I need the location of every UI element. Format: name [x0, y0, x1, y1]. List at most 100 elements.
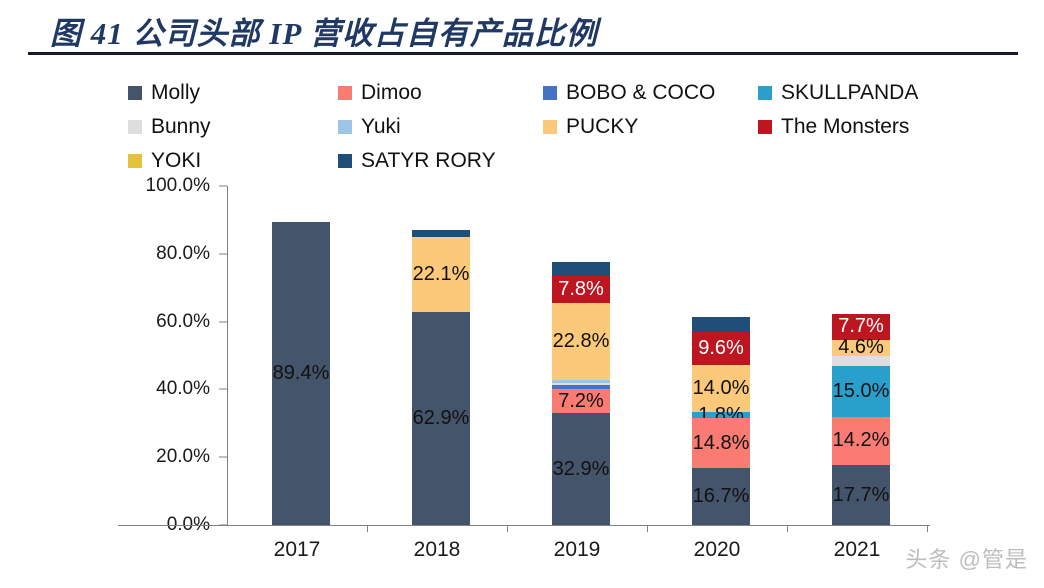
bar-segment-value-label: 7.8%	[558, 277, 604, 300]
legend-item[interactable]: YOKI	[128, 149, 338, 173]
bar-segment-value-label: 89.4%	[272, 361, 330, 384]
bar-segment[interactable]	[832, 355, 890, 367]
chart-legend: Molly Dimoo BOBO & COCO SKULLPANDA Bunny Yuki…	[128, 76, 958, 178]
bar-series-container: 89.4% 22.1% 62.9% 7.8% 22.8% 7.2% 32.9% 9.6% 14.…	[227, 186, 930, 525]
bar-segment[interactable]: 14.2%	[832, 416, 890, 465]
bar-segment-value-label: 7.2%	[558, 389, 604, 412]
bar-segment[interactable]: 17.7%	[832, 465, 890, 525]
y-axis: 0.0% 20.0% 40.0% 60.0% 80.0% 100.0%	[112, 175, 218, 535]
y-tick-label: 40.0%	[156, 378, 210, 400]
bar-segment[interactable]: 22.1%	[412, 236, 470, 312]
bar-column: 9.6% 14.0% 1.8% 14.8% 16.7%	[647, 186, 787, 525]
x-tick-mark	[507, 525, 508, 532]
y-tick-mark	[219, 185, 227, 187]
legend-item[interactable]: The Monsters	[758, 115, 958, 139]
bar-segment[interactable]: 32.9%	[552, 413, 610, 525]
bar-segment[interactable]	[412, 230, 470, 237]
bar-segment[interactable]: 9.6%	[692, 332, 750, 365]
bar-segment[interactable]: 14.0%	[692, 364, 750, 413]
x-axis-category-label: 2021	[833, 538, 881, 561]
legend-swatch-icon	[338, 120, 352, 134]
bar-segment-value-label: 62.9%	[412, 406, 470, 429]
x-tick-mark	[367, 525, 368, 532]
legend-item[interactable]: BOBO & COCO	[543, 81, 758, 105]
legend-item-label: BOBO & COCO	[566, 81, 716, 104]
bar-segment[interactable]: 22.8%	[552, 302, 610, 380]
bar-segment[interactable]: 7.2%	[552, 389, 610, 414]
legend-swatch-icon	[543, 120, 557, 134]
legend-item-label: SKULLPANDA	[781, 81, 919, 104]
legend-item-label: PUCKY	[566, 115, 639, 138]
x-axis-category-label: 2020	[693, 538, 741, 561]
bar-segment-value-label: 14.0%	[692, 376, 750, 399]
y-axis-line	[227, 186, 228, 525]
legend-item[interactable]: PUCKY	[543, 115, 758, 139]
bar-segment-value-label: 17.7%	[832, 483, 890, 506]
stacked-bar[interactable]: 22.1% 62.9%	[412, 230, 470, 525]
bar-column: 22.1% 62.9%	[367, 186, 507, 525]
x-axis-category-label: 2017	[273, 538, 321, 561]
stacked-bar[interactable]: 89.4%	[272, 221, 330, 525]
x-tick-mark	[787, 525, 788, 532]
x-axis-category-label: 2019	[553, 538, 601, 561]
bar-segment[interactable]: 7.7%	[832, 313, 890, 340]
legend-item[interactable]: SATYR RORY	[338, 149, 543, 173]
bar-segment[interactable]	[552, 383, 610, 386]
bar-segment[interactable]	[552, 261, 610, 277]
y-tick-mark	[219, 253, 227, 255]
bar-segment-value-label: 16.7%	[692, 485, 750, 508]
plot-area: 0.0% 20.0% 40.0% 60.0% 80.0% 100.0% 89.4% 22.1…	[0, 175, 1044, 588]
bar-segment-value-label: 7.7%	[838, 315, 884, 338]
bar-segment[interactable]: 62.9%	[412, 311, 470, 525]
bar-segment-value-label: 14.8%	[692, 431, 750, 454]
legend-item-label: SATYR RORY	[361, 149, 496, 172]
page-title: 图 41 公司头部 IP 营收占自有产品比例	[50, 16, 598, 51]
bar-segment[interactable]: 89.4%	[272, 221, 330, 525]
legend-swatch-icon	[338, 86, 352, 100]
legend-swatch-icon	[128, 120, 142, 134]
legend-item[interactable]: Yuki	[338, 115, 543, 139]
bar-segment[interactable]: 14.8%	[692, 418, 750, 469]
legend-swatch-icon	[758, 86, 772, 100]
y-tick-label: 60.0%	[156, 310, 210, 332]
legend-item[interactable]: Bunny	[128, 115, 338, 139]
stacked-bar[interactable]: 9.6% 14.0% 1.8% 14.8% 16.7%	[692, 316, 750, 525]
bar-segment[interactable]: 15.0%	[832, 366, 890, 417]
bar-segment[interactable]	[552, 379, 610, 384]
bar-segment[interactable]	[552, 385, 610, 390]
y-tick-mark	[219, 524, 227, 526]
legend-item[interactable]: Molly	[128, 81, 338, 105]
y-tick-mark	[219, 388, 227, 390]
bar-segment-value-label: 22.1%	[412, 262, 470, 285]
bar-segment[interactable]: 4.6%	[832, 336, 890, 358]
bar-segment-value-label: 22.8%	[552, 329, 610, 352]
bar-segment[interactable]: 16.7%	[692, 468, 750, 525]
stacked-bar[interactable]: 7.7% 4.6% 15.0% 14.2% 17.7%	[832, 313, 890, 525]
bar-column: 7.8% 22.8% 7.2% 32.9%	[507, 186, 647, 525]
bar-segment-value-label: 14.2%	[832, 429, 890, 452]
bar-column: 7.7% 4.6% 15.0% 14.2% 17.7%	[787, 186, 927, 525]
title-divider	[28, 52, 1018, 55]
bar-segment[interactable]	[692, 316, 750, 333]
x-axis-line	[118, 525, 930, 526]
stacked-bar[interactable]: 7.8% 22.8% 7.2% 32.9%	[552, 261, 610, 525]
bar-column: 89.4%	[227, 186, 367, 525]
legend-item-label: The Monsters	[781, 115, 910, 138]
y-tick-label: 100.0%	[145, 175, 210, 196]
legend-item-label: Dimoo	[361, 81, 422, 104]
legend-item-label: Yuki	[361, 115, 401, 138]
chart-title-bar: 图 41 公司头部 IP 营收占自有产品比例	[0, 0, 1044, 62]
x-tick-mark	[927, 525, 928, 532]
legend-item-label: Bunny	[151, 115, 211, 138]
y-tick-mark	[219, 321, 227, 323]
bar-segment-value-label: 9.6%	[698, 336, 744, 359]
legend-item[interactable]: Dimoo	[338, 81, 543, 105]
x-axis-labels: 2017 2018 2019 2020 2021	[227, 538, 930, 572]
x-tick-mark	[647, 525, 648, 532]
legend-swatch-icon	[128, 154, 142, 168]
y-tick-label: 20.0%	[156, 446, 210, 468]
bar-segment[interactable]: 7.8%	[552, 276, 610, 303]
legend-swatch-icon	[758, 120, 772, 134]
legend-item[interactable]: SKULLPANDA	[758, 81, 958, 105]
